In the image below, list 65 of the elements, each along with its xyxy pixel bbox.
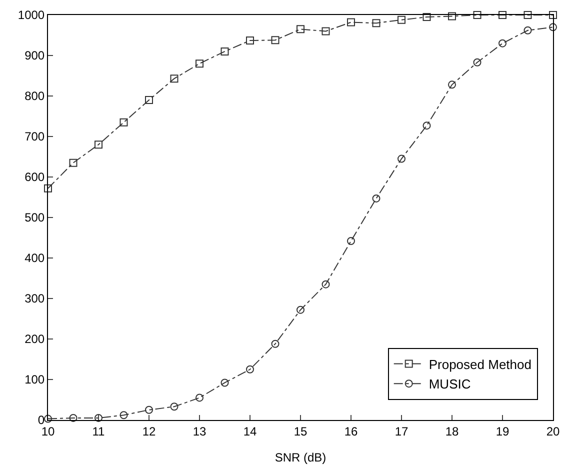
point [196,60,204,68]
point [347,236,355,245]
y-tick-label: 1000 [18,8,45,22]
point [94,140,102,149]
y-tick-label: 400 [24,251,45,266]
point [422,122,431,130]
point [347,18,355,26]
point [322,27,330,36]
x-tick-label: 12 [142,424,156,438]
point [145,406,153,414]
x-tick-label: 14 [243,424,257,438]
point [220,378,229,387]
point [271,340,280,348]
point [322,280,330,288]
point [524,11,532,19]
point [448,12,456,20]
point [220,47,229,56]
y-tick-label: 700 [24,130,45,144]
x-tick-label: 15 [294,424,308,438]
y-tick-label: 900 [24,48,45,63]
point [422,13,431,22]
x-axis-title: SNR (dB) [274,450,326,464]
y-tick-label: 800 [24,89,45,104]
point [69,414,78,422]
legend-label: Proposed Method [428,356,532,372]
point [170,402,178,411]
y-tick-label: 600 [24,170,45,184]
point [44,184,52,192]
point [44,414,52,423]
x-tick-label: 17 [394,424,408,438]
point [271,36,280,44]
point [498,39,506,48]
x-tick-label: 18 [445,424,459,438]
point [549,23,557,32]
point [372,194,380,202]
point [473,11,482,19]
point [473,58,482,66]
point [296,306,304,314]
point [170,74,178,83]
point [296,25,304,34]
x-tick-label: 13 [192,424,206,438]
point [94,414,102,422]
y-tick-label: 500 [24,210,45,225]
point [145,96,153,104]
point [398,154,406,163]
legend-label: MUSIC [428,376,471,392]
point [549,11,557,19]
point [246,36,254,45]
x-tick-label: 19 [496,424,510,438]
point [398,16,406,24]
x-tick-label: 11 [92,424,106,438]
point [120,411,128,420]
point [524,26,532,34]
point [498,11,506,19]
y-tick-label: 300 [24,292,45,306]
point [69,158,78,167]
point [448,80,456,89]
point [196,394,204,402]
point [120,118,128,126]
y-tick-label: 200 [24,332,45,346]
point [372,19,380,28]
x-tick-label: 20 [546,424,560,438]
point [246,365,254,374]
y-tick-label: 100 [24,372,45,387]
x-tick-label: 16 [344,424,358,438]
